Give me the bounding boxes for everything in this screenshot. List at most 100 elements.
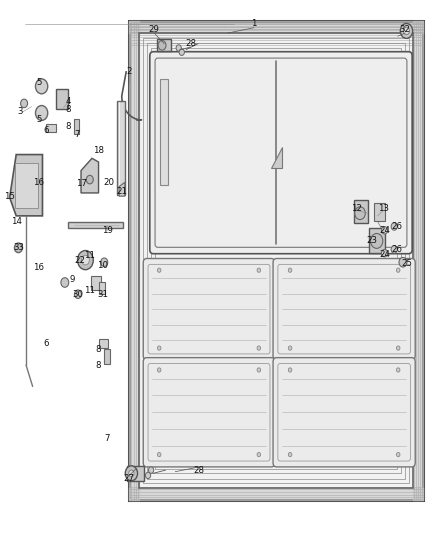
Circle shape (257, 346, 261, 350)
Text: 20: 20 (103, 178, 114, 187)
Text: 5: 5 (37, 116, 42, 124)
Circle shape (74, 290, 81, 298)
Circle shape (158, 41, 166, 50)
Circle shape (400, 23, 413, 38)
Text: 8: 8 (65, 105, 71, 114)
Circle shape (288, 268, 292, 272)
Bar (369, 228, 385, 253)
Circle shape (157, 346, 161, 350)
Circle shape (371, 233, 383, 248)
Bar (99, 339, 108, 348)
Circle shape (288, 453, 292, 457)
Text: 18: 18 (93, 146, 104, 155)
Circle shape (125, 466, 138, 481)
Bar (56, 89, 68, 109)
Circle shape (86, 175, 93, 184)
Circle shape (101, 258, 108, 266)
Circle shape (288, 346, 292, 350)
Circle shape (78, 251, 93, 270)
Text: 17: 17 (75, 180, 87, 188)
Circle shape (381, 227, 388, 234)
Circle shape (355, 207, 365, 220)
Bar (46, 124, 56, 132)
Bar (104, 349, 110, 364)
Polygon shape (272, 147, 283, 168)
Circle shape (157, 368, 161, 372)
Text: 24: 24 (379, 226, 390, 235)
Circle shape (257, 268, 261, 272)
Text: 12: 12 (351, 205, 363, 213)
Circle shape (257, 453, 261, 457)
FancyBboxPatch shape (143, 259, 275, 360)
Circle shape (257, 368, 261, 372)
Bar (99, 282, 105, 294)
Circle shape (179, 49, 184, 55)
FancyBboxPatch shape (273, 259, 415, 360)
Circle shape (391, 246, 397, 253)
Text: 26: 26 (391, 222, 402, 231)
Circle shape (145, 472, 151, 479)
Text: 10: 10 (97, 261, 109, 270)
Text: 21: 21 (116, 188, 127, 196)
Bar (139, 33, 413, 488)
Circle shape (403, 27, 410, 35)
Polygon shape (81, 158, 99, 193)
Text: 28: 28 (185, 39, 196, 48)
Circle shape (61, 278, 69, 287)
Text: 7: 7 (105, 434, 110, 442)
Text: 9: 9 (70, 276, 75, 284)
Text: 7: 7 (74, 130, 79, 139)
Text: 11: 11 (84, 252, 95, 260)
Text: 26: 26 (391, 245, 402, 254)
Text: 25: 25 (401, 260, 412, 268)
Text: 24: 24 (379, 251, 390, 259)
Text: 13: 13 (378, 205, 389, 213)
Bar (129, 21, 423, 500)
Text: 28: 28 (194, 466, 205, 474)
Text: 16: 16 (33, 263, 44, 272)
Bar (155, 52, 397, 469)
Circle shape (14, 243, 22, 253)
Circle shape (157, 268, 161, 272)
Text: 29: 29 (149, 25, 159, 34)
Text: 32: 32 (399, 25, 411, 34)
Bar (117, 101, 125, 195)
Circle shape (399, 257, 407, 267)
Text: 14: 14 (11, 217, 22, 225)
Circle shape (288, 368, 292, 372)
Text: 8: 8 (65, 123, 71, 131)
Bar (374, 203, 385, 221)
Text: 11: 11 (84, 286, 95, 295)
Bar (15, 163, 38, 208)
Bar (147, 43, 405, 479)
Circle shape (35, 106, 48, 120)
Circle shape (176, 45, 181, 51)
Circle shape (21, 99, 28, 108)
Bar (143, 38, 409, 483)
Text: 31: 31 (97, 290, 109, 298)
Bar (74, 119, 79, 134)
Circle shape (396, 453, 400, 457)
Text: 6: 6 (43, 126, 49, 135)
Circle shape (157, 453, 161, 457)
Circle shape (148, 467, 154, 473)
Text: 27: 27 (124, 474, 135, 483)
Text: 16: 16 (33, 178, 44, 187)
Circle shape (396, 368, 400, 372)
Text: 1: 1 (251, 20, 257, 28)
Text: 33: 33 (13, 244, 24, 252)
Text: 23: 23 (366, 237, 377, 245)
Polygon shape (119, 182, 125, 196)
Text: 30: 30 (72, 290, 84, 298)
Bar (354, 200, 368, 223)
Bar (127, 466, 144, 481)
Text: 2: 2 (127, 68, 132, 76)
Circle shape (396, 346, 400, 350)
Bar (157, 39, 171, 51)
Circle shape (81, 255, 89, 265)
Bar (151, 48, 401, 473)
Text: 4: 4 (65, 97, 71, 106)
Bar (160, 79, 168, 185)
Text: 8: 8 (96, 345, 101, 353)
Text: 8: 8 (96, 361, 101, 369)
